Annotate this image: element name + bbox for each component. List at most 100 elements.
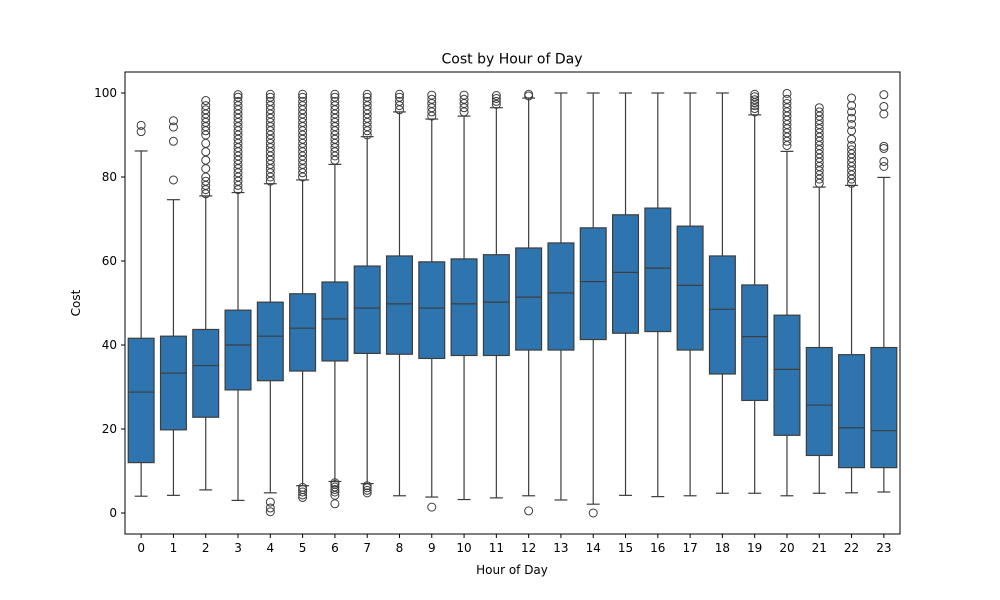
x-tick-label: 3 <box>234 541 242 555</box>
outlier-point <box>330 96 340 106</box>
outlier-point <box>491 96 501 106</box>
outlier-point <box>265 92 275 102</box>
x-tick-label: 15 <box>618 541 633 555</box>
x-tick-label: 0 <box>137 541 145 555</box>
outlier-point <box>168 136 178 146</box>
outlier-point <box>879 90 889 100</box>
iqr-box <box>159 335 187 431</box>
box-group-hour-15 <box>612 92 640 496</box>
outlier-point <box>879 101 889 111</box>
outlier-point <box>201 176 211 186</box>
iqr-box <box>353 265 381 355</box>
outlier-point <box>265 503 275 513</box>
outlier-point <box>879 109 889 119</box>
outlier-point <box>265 497 275 507</box>
outlier-point <box>168 122 178 132</box>
iqr-box <box>192 328 220 418</box>
outlier-point <box>298 96 308 106</box>
iqr-box <box>741 284 769 402</box>
box-group-hour-10 <box>450 90 478 501</box>
y-tick-label: 80 <box>102 170 117 184</box>
outlier-point <box>782 99 792 108</box>
outlier-point <box>524 89 534 99</box>
iqr-box <box>644 207 672 333</box>
box-group-hour-17 <box>676 92 704 497</box>
box-group-hour-14 <box>579 92 607 518</box>
x-tick-label: 7 <box>363 541 371 555</box>
outlier-point <box>847 126 857 136</box>
iqr-box <box>127 337 155 464</box>
x-tick-label: 1 <box>170 541 178 555</box>
x-tick-label: 19 <box>747 541 762 555</box>
outlier-point <box>201 101 211 111</box>
outlier-point <box>330 482 340 492</box>
outlier-point <box>491 93 501 103</box>
x-tick-label: 4 <box>266 541 274 555</box>
box-group-hour-4 <box>256 89 284 517</box>
x-tick-label: 6 <box>331 541 339 555</box>
iqr-box <box>612 214 640 334</box>
outlier-point <box>427 90 437 100</box>
iqr-box <box>805 346 833 457</box>
outlier-point <box>362 481 372 491</box>
outlier-point <box>459 94 469 104</box>
box-group-hour-7 <box>353 89 381 498</box>
y-tick-label: 100 <box>94 86 117 100</box>
y-tick-label: 0 <box>109 506 117 520</box>
outlier-point <box>879 162 889 171</box>
outlier-point <box>362 96 372 106</box>
iqr-box <box>418 261 446 360</box>
box-group-hour-5 <box>289 89 317 502</box>
outlier-point <box>298 484 308 494</box>
y-tick-label: 40 <box>102 338 117 352</box>
outlier-point <box>750 107 760 117</box>
box-group-hour-3 <box>224 90 252 501</box>
x-tick-label: 5 <box>299 541 307 555</box>
outlier-point <box>879 156 889 166</box>
outlier-point <box>847 120 857 129</box>
box-group-hour-9 <box>418 90 446 512</box>
outlier-point <box>847 141 857 150</box>
box-group-hour-21 <box>805 103 833 494</box>
x-tick-label: 16 <box>650 541 665 555</box>
outlier-point <box>201 138 211 148</box>
outlier-point <box>750 101 760 111</box>
box-group-hour-23 <box>870 90 898 493</box>
box-group-hour-16 <box>644 92 672 498</box>
x-tick-label: 10 <box>456 541 471 555</box>
iqr-box <box>256 301 284 382</box>
box-group-hour-6 <box>321 89 349 509</box>
x-tick-label: 20 <box>779 541 794 555</box>
outlier-point <box>362 488 372 498</box>
iqr-box <box>385 255 413 355</box>
x-axis-title: Hour of Day <box>476 563 548 577</box>
x-tick-label: 17 <box>682 541 697 555</box>
iqr-box <box>515 247 543 351</box>
outlier-point <box>847 107 857 117</box>
outlier-point <box>298 487 308 497</box>
box-group-hour-1 <box>159 116 187 496</box>
outlier-point <box>136 127 146 137</box>
outlier-point <box>394 96 404 106</box>
outlier-point <box>168 116 178 126</box>
iqr-box <box>547 242 575 351</box>
outlier-point <box>491 99 501 109</box>
x-tick-label: 18 <box>715 541 730 555</box>
box-group-hour-18 <box>708 92 736 494</box>
outlier-point <box>588 508 598 518</box>
iqr-box <box>838 354 866 469</box>
x-tick-label: 8 <box>396 541 404 555</box>
iqr-box <box>450 258 478 357</box>
outlier-point <box>814 107 824 117</box>
outlier-point <box>330 499 340 509</box>
outlier-point <box>879 143 889 153</box>
y-tick-label: 60 <box>102 254 117 268</box>
box-group-hour-11 <box>482 91 510 499</box>
chart-title: Cost by Hour of Day <box>442 52 583 68</box>
outlier-point <box>394 92 404 102</box>
x-tick-label: 13 <box>553 541 568 555</box>
outlier-point <box>362 89 372 99</box>
iqr-box <box>224 309 252 391</box>
outlier-point <box>330 484 340 494</box>
